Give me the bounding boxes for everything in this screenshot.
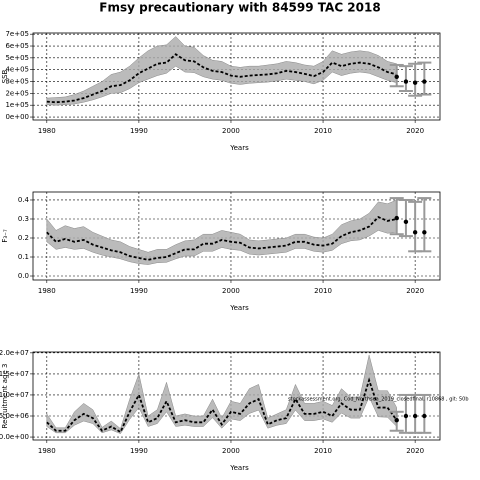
plot-frame	[32, 351, 441, 441]
y-tick-label: 4e+05	[5, 66, 29, 74]
x-tick-label: 2000	[222, 447, 240, 455]
y-tick-label: 1.5e+07	[0, 370, 29, 378]
estimate-line	[46, 377, 398, 434]
y-tick-label: 3e+05	[5, 78, 29, 86]
projection-point	[394, 74, 399, 79]
x-axis-label: Years	[229, 304, 249, 312]
y-tick-label: 0.1	[18, 253, 29, 261]
projection-point	[412, 230, 418, 235]
x-tick-label: 2020	[406, 447, 424, 455]
x-tick-label: 2000	[222, 127, 240, 135]
y-axis-label: F₃₋₇	[1, 229, 9, 243]
y-tick-label: 0.0e+00	[0, 433, 29, 441]
projection-point	[422, 79, 427, 84]
x-tick-label: 1990	[130, 287, 148, 295]
x-tick-label: 2010	[314, 127, 332, 135]
projection-point	[422, 413, 427, 419]
projection-point	[412, 80, 418, 85]
y-tick-label: 6e+05	[5, 42, 29, 50]
x-tick-label: 2010	[314, 447, 332, 455]
y-tick-label: 2.0e+07	[0, 349, 29, 357]
estimate-line	[46, 53, 397, 104]
x-tick-label: 2000	[222, 287, 240, 295]
x-tick-label: 1990	[130, 447, 148, 455]
x-tick-label: 1980	[38, 127, 56, 135]
y-tick-label: 7e+05	[5, 30, 29, 38]
confidence-band	[46, 354, 397, 434]
confidence-band	[46, 36, 397, 106]
projection-point	[412, 413, 418, 419]
y-tick-label: 0.4	[18, 196, 30, 204]
x-tick-label: 2010	[314, 287, 332, 295]
y-tick-label: 2e+05	[5, 89, 29, 97]
x-tick-label: 2020	[406, 127, 424, 135]
projection-point	[403, 79, 409, 84]
plot-frame	[32, 191, 441, 281]
projection-point	[394, 215, 399, 221]
y-tick-label: 5e+05	[5, 54, 29, 62]
projection-point	[394, 418, 399, 423]
plot-frame	[32, 32, 441, 121]
projection-point	[422, 230, 427, 235]
projection-point	[403, 219, 409, 225]
y-tick-label: 1e+05	[5, 101, 29, 109]
y-tick-label: 0e+00	[5, 113, 29, 121]
annotation: stockassessment.org, Cod_Northsea_2019_c…	[288, 397, 469, 403]
y-tick-label: 1.0e+07	[0, 391, 29, 399]
estimate-line	[46, 216, 397, 261]
x-axis-label: Years	[229, 144, 249, 152]
y-tick-label: 0.3	[18, 215, 29, 223]
x-tick-label: 1980	[38, 287, 56, 295]
projection-point	[403, 413, 409, 419]
x-axis-label: Years	[229, 464, 249, 472]
x-tick-label: 1990	[130, 127, 148, 135]
confidence-band	[46, 199, 397, 265]
y-tick-label: 0.2	[18, 234, 29, 242]
y-tick-label: 5.0e+06	[0, 412, 30, 420]
y-axis-label: Recruitment age 3	[1, 364, 9, 429]
chart-title: Fmsy precautionary with 84599 TAC 2018	[99, 1, 380, 15]
x-tick-label: 1980	[38, 447, 56, 455]
x-tick-label: 2020	[406, 287, 424, 295]
y-axis-label: SSB	[1, 69, 9, 83]
y-tick-label: 0.0	[18, 272, 29, 280]
